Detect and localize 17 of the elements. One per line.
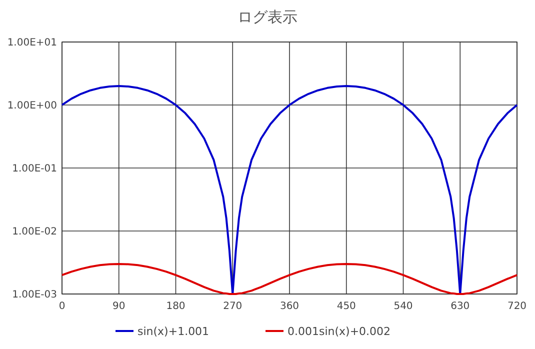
y-tick-label: 1.00E-03 [12, 290, 57, 300]
legend-label: sin(x)+1.001 [138, 325, 210, 338]
x-tick-label: 180 [166, 301, 186, 312]
chart-title: ログ表示 [238, 8, 298, 26]
x-tick-label: 90 [112, 301, 126, 312]
y-tick-label: 1.00E-02 [12, 226, 57, 238]
legend-label: 0.001sin(x)+0.002 [288, 325, 391, 338]
x-tick-label: 450 [336, 301, 356, 312]
y-tick-label: 1.00E+00 [7, 100, 57, 112]
y-tick-label: 1.00E+01 [7, 38, 57, 48]
x-tick-label: 540 [394, 301, 413, 312]
x-tick-label: 630 [450, 301, 470, 312]
x-tick-label: 0 [58, 301, 66, 312]
x-tick-label: 270 [223, 301, 242, 312]
y-tick-label: 1.00E-01 [12, 164, 57, 174]
x-tick-label: 720 [507, 301, 527, 312]
x-tick-label: 360 [280, 301, 300, 312]
